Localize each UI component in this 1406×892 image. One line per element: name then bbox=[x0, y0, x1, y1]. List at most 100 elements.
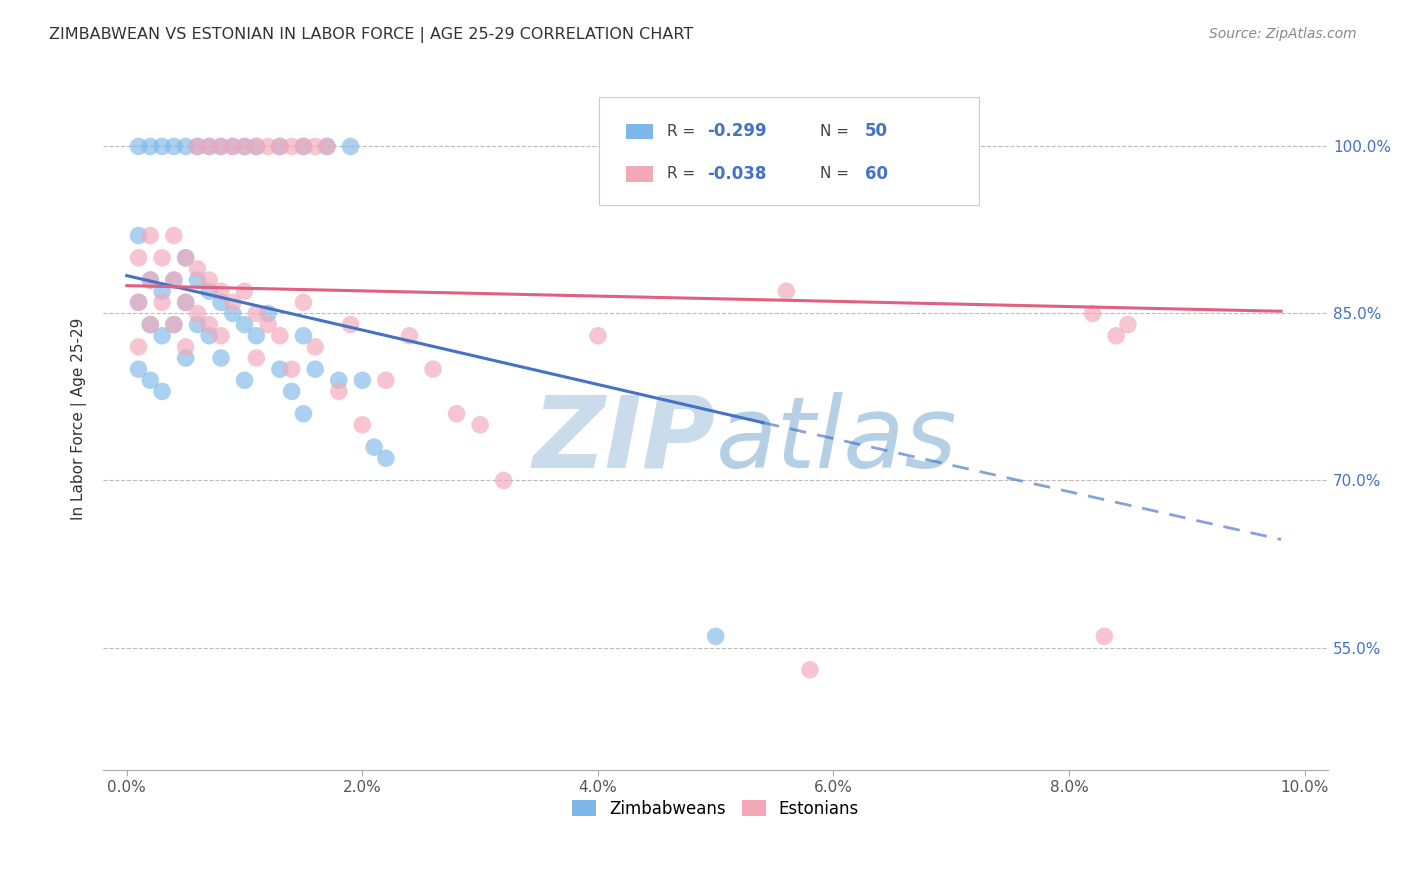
Zimbabweans bbox=[269, 362, 291, 376]
Point bbox=[316, 139, 339, 153]
Zimbabweans bbox=[233, 373, 256, 387]
Zimbabweans bbox=[209, 351, 232, 365]
Text: -0.038: -0.038 bbox=[707, 165, 766, 183]
Text: N =: N = bbox=[820, 124, 853, 139]
Zimbabweans bbox=[198, 328, 221, 343]
Estonians bbox=[163, 228, 186, 243]
FancyBboxPatch shape bbox=[626, 166, 654, 182]
Zimbabweans bbox=[174, 251, 197, 265]
Point bbox=[823, 139, 845, 153]
Text: -0.299: -0.299 bbox=[707, 122, 766, 140]
Estonians bbox=[328, 384, 350, 399]
Zimbabweans bbox=[139, 273, 162, 287]
Zimbabweans bbox=[704, 629, 727, 643]
Estonians bbox=[292, 295, 315, 310]
Zimbabweans bbox=[139, 318, 162, 332]
Estonians bbox=[304, 340, 326, 354]
Text: 50: 50 bbox=[865, 122, 889, 140]
Estonians bbox=[163, 318, 186, 332]
Estonians bbox=[446, 407, 468, 421]
Estonians bbox=[233, 284, 256, 298]
Estonians bbox=[1105, 328, 1128, 343]
Point bbox=[233, 139, 256, 153]
Zimbabweans bbox=[198, 284, 221, 298]
Estonians bbox=[1092, 629, 1115, 643]
Estonians bbox=[269, 328, 291, 343]
Zimbabweans bbox=[374, 451, 396, 466]
Estonians bbox=[209, 328, 232, 343]
Estonians bbox=[139, 228, 162, 243]
Zimbabweans bbox=[163, 273, 186, 287]
Point bbox=[269, 139, 291, 153]
Point bbox=[209, 139, 232, 153]
Point bbox=[174, 139, 197, 153]
Point bbox=[128, 139, 150, 153]
Y-axis label: In Labor Force | Age 25-29: In Labor Force | Age 25-29 bbox=[72, 318, 87, 520]
Estonians bbox=[150, 251, 173, 265]
Zimbabweans bbox=[174, 295, 197, 310]
Zimbabweans bbox=[150, 328, 173, 343]
Estonians bbox=[398, 328, 420, 343]
Estonians bbox=[128, 251, 150, 265]
Estonians bbox=[586, 328, 609, 343]
Estonians bbox=[775, 284, 797, 298]
Zimbabweans bbox=[292, 407, 315, 421]
Point bbox=[316, 139, 339, 153]
Estonians bbox=[150, 295, 173, 310]
Estonians bbox=[163, 273, 186, 287]
Point bbox=[222, 139, 245, 153]
Zimbabweans bbox=[186, 273, 208, 287]
Zimbabweans bbox=[150, 384, 173, 399]
Point bbox=[304, 139, 326, 153]
Zimbabweans bbox=[139, 373, 162, 387]
FancyBboxPatch shape bbox=[626, 124, 654, 139]
Text: ZIP: ZIP bbox=[533, 392, 716, 489]
Zimbabweans bbox=[128, 362, 150, 376]
Text: ZIMBABWEAN VS ESTONIAN IN LABOR FORCE | AGE 25-29 CORRELATION CHART: ZIMBABWEAN VS ESTONIAN IN LABOR FORCE | … bbox=[49, 27, 693, 43]
Estonians bbox=[468, 417, 491, 432]
Point bbox=[257, 139, 280, 153]
Text: R =: R = bbox=[666, 124, 700, 139]
Zimbabweans bbox=[128, 228, 150, 243]
Point bbox=[292, 139, 315, 153]
Zimbabweans bbox=[328, 373, 350, 387]
Estonians bbox=[139, 318, 162, 332]
Estonians bbox=[186, 262, 208, 277]
Text: Source: ZipAtlas.com: Source: ZipAtlas.com bbox=[1209, 27, 1357, 41]
Point bbox=[233, 139, 256, 153]
Point bbox=[245, 139, 267, 153]
Text: atlas: atlas bbox=[716, 392, 957, 489]
Zimbabweans bbox=[245, 328, 267, 343]
Estonians bbox=[339, 318, 361, 332]
Estonians bbox=[422, 362, 444, 376]
Estonians bbox=[174, 251, 197, 265]
Zimbabweans bbox=[233, 318, 256, 332]
Estonians bbox=[174, 340, 197, 354]
Point bbox=[882, 139, 904, 153]
Zimbabweans bbox=[304, 362, 326, 376]
Estonians bbox=[1081, 306, 1104, 320]
Point bbox=[292, 139, 315, 153]
Zimbabweans bbox=[186, 318, 208, 332]
Estonians bbox=[1116, 318, 1139, 332]
Estonians bbox=[245, 351, 267, 365]
Point bbox=[186, 139, 208, 153]
Point bbox=[198, 139, 221, 153]
Zimbabweans bbox=[128, 295, 150, 310]
Estonians bbox=[352, 417, 374, 432]
Zimbabweans bbox=[163, 318, 186, 332]
Estonians bbox=[128, 295, 150, 310]
Point bbox=[139, 139, 162, 153]
Estonians bbox=[245, 306, 267, 320]
Estonians bbox=[257, 318, 280, 332]
Zimbabweans bbox=[257, 306, 280, 320]
Point bbox=[209, 139, 232, 153]
Estonians bbox=[198, 318, 221, 332]
Point bbox=[150, 139, 173, 153]
Estonians bbox=[198, 273, 221, 287]
FancyBboxPatch shape bbox=[599, 96, 979, 205]
Estonians bbox=[280, 362, 302, 376]
Point bbox=[222, 139, 245, 153]
Estonians bbox=[374, 373, 396, 387]
Estonians bbox=[174, 295, 197, 310]
